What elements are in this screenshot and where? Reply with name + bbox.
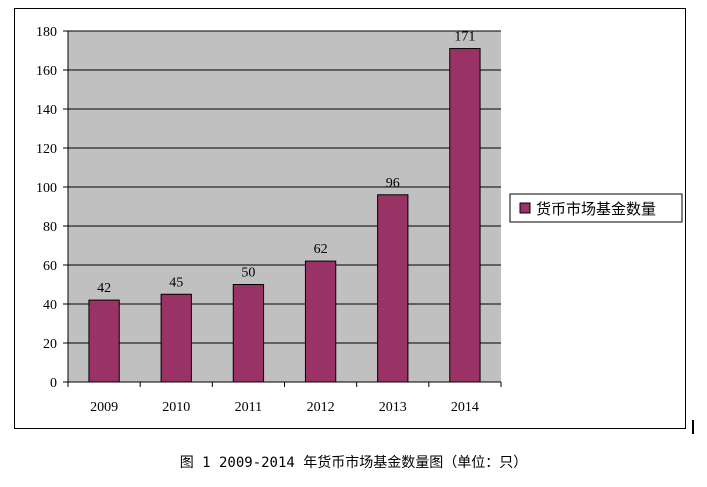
bar-2013: [377, 194, 409, 383]
bar-2014: [449, 48, 481, 383]
y-tick-label: 160: [36, 64, 57, 79]
y-tick-label: 0: [50, 376, 57, 391]
page-edge-mark: [692, 420, 694, 434]
y-tick-label: 120: [36, 142, 57, 157]
bar-2011: [232, 284, 265, 383]
x-tick-label: 2012: [307, 400, 335, 415]
y-tick-label: 80: [43, 220, 57, 235]
data-label-2013: 96: [386, 176, 400, 191]
y-tick-label: 180: [36, 25, 57, 40]
y-tick-label: 20: [43, 337, 57, 352]
data-label-2014: 171: [454, 30, 475, 45]
data-label-2010: 45: [169, 275, 183, 290]
bar-2010: [160, 293, 192, 383]
x-tick-label: 2013: [379, 400, 407, 415]
y-tick-label: 40: [43, 298, 57, 313]
figure-caption: 图 1 2009-2014 年货币市场基金数量图（单位：只）: [179, 455, 528, 471]
x-tick-label: 2010: [162, 400, 190, 415]
x-tick-label: 2011: [235, 400, 262, 415]
legend-swatch: [519, 202, 531, 214]
legend-box: [509, 193, 683, 223]
y-tick-label: 140: [36, 103, 57, 118]
data-label-2009: 42: [97, 281, 111, 296]
legend: 货币市场基金数量: [509, 193, 683, 223]
data-label-2011: 50: [241, 266, 255, 281]
y-tick-label: 60: [43, 259, 57, 274]
y-tick-label: 100: [36, 181, 57, 196]
x-tick-label: 2009: [90, 400, 118, 415]
bar-2009: [88, 299, 120, 383]
data-label-2012: 62: [314, 242, 328, 257]
x-tick-label: 2014: [451, 400, 479, 415]
legend-label: 货币市场基金数量: [536, 200, 656, 218]
bar-2012: [304, 260, 337, 383]
plot-area: [68, 31, 501, 382]
